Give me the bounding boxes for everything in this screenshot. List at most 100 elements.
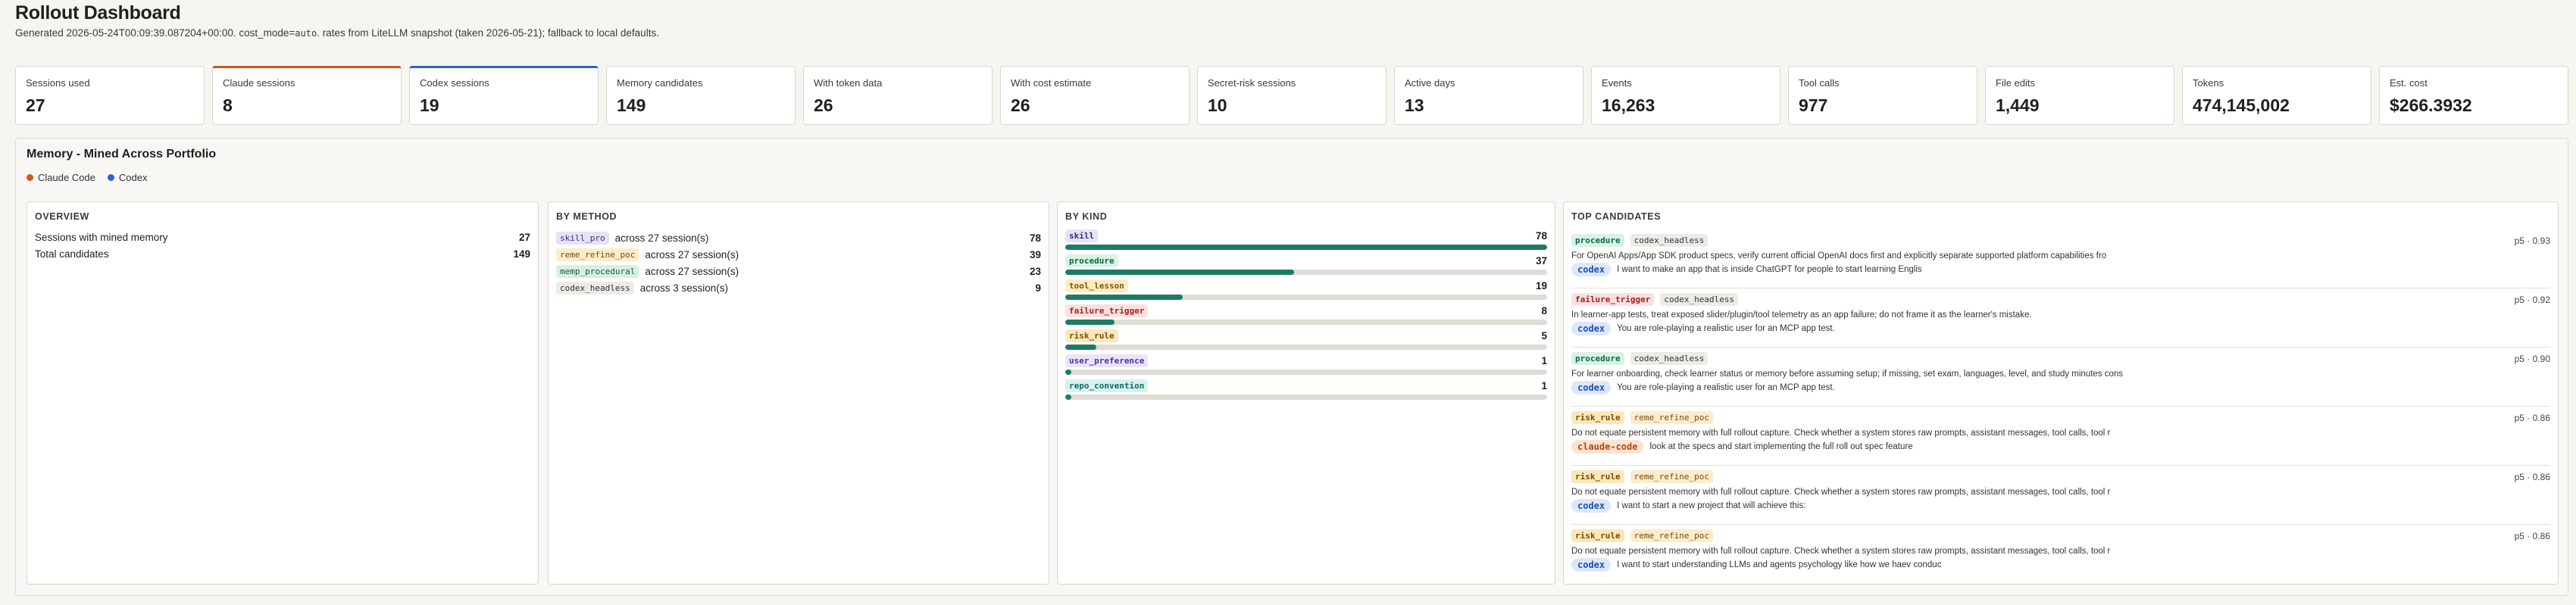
- kind-row: repo_convention 1: [1065, 379, 1547, 400]
- method-tag: reme_refine_poc: [556, 248, 639, 261]
- kpi-value: 16,263: [1602, 95, 1655, 115]
- kpi-card: File edits 1,449: [1985, 66, 2174, 125]
- candidate-tags: risk_rule reme_refine_poc: [1571, 411, 2550, 424]
- candidate-source-badge: codex: [1571, 263, 1612, 276]
- candidate-description: For OpenAI Apps/App SDK product specs, v…: [1571, 251, 2107, 260]
- by-kind-list: skill 78 procedure 37 tool_lesson 19 failure_t…: [1065, 229, 1547, 400]
- kpi-card: Codex sessions 19: [409, 66, 599, 125]
- kpi-value: 149: [617, 95, 646, 115]
- kind-row-head: tool_lesson 19: [1065, 279, 1547, 292]
- top-candidates-list: procedure codex_headless p5 · 0.93 For Open…: [1571, 229, 2550, 584]
- candidate-row[interactable]: failure_trigger codex_headless p5 · 0.92 In…: [1571, 288, 2550, 348]
- candidate-source-line: codex You are role-playing a realistic us…: [1571, 381, 2550, 394]
- method-row-left: reme_refine_poc across 27 session(s): [556, 248, 739, 261]
- method-row-left: codex_headless across 3 session(s): [556, 281, 729, 295]
- candidate-kind-tag: procedure: [1571, 234, 1624, 247]
- candidate-tags: procedure codex_headless: [1571, 352, 2550, 365]
- top-candidates-title: TOP CANDIDATES: [1571, 211, 1662, 222]
- memory-panel-title: Memory - Mined Across Portfolio: [27, 148, 217, 161]
- method-count: 78: [1029, 232, 1041, 244]
- kind-count: 1: [1541, 354, 1547, 366]
- candidate-description: Do not equate persistent memory with ful…: [1571, 547, 2111, 556]
- kpi-label: With cost estimate: [1011, 77, 1092, 89]
- kind-row-head: risk_rule 5: [1065, 329, 1547, 342]
- candidate-row[interactable]: procedure codex_headless p5 · 0.93 For Open…: [1571, 229, 2550, 288]
- method-tag: codex_headless: [556, 281, 634, 295]
- kpi-card: Est. cost $266.3932: [2379, 66, 2568, 125]
- candidate-row[interactable]: risk_rule reme_refine_poc p5 · 0.86 Do not …: [1571, 407, 2550, 466]
- legend-label: Codex: [118, 172, 148, 183]
- kind-row-head: failure_trigger 8: [1065, 304, 1547, 317]
- kpi-label: Active days: [1405, 77, 1455, 89]
- kpi-label: Memory candidates: [617, 77, 703, 89]
- candidate-prompt: I want to start understanding LLMs and a…: [1617, 560, 1942, 569]
- candidate-prompt: You are role-playing a realistic user fo…: [1617, 383, 1835, 392]
- source-legend: Claude Code Codex: [27, 172, 147, 183]
- candidate-prompt: look at the specs and start implementing…: [1649, 442, 1913, 451]
- candidate-score: p5 · 0.86: [2514, 472, 2550, 482]
- kpi-label: Sessions used: [26, 77, 90, 89]
- candidate-method-tag: reme_refine_poc: [1630, 529, 1713, 542]
- kpi-label: Secret-risk sessions: [1208, 77, 1296, 89]
- method-tag: skill_pro: [556, 231, 609, 245]
- kind-row-head: procedure 37: [1065, 254, 1547, 267]
- method-row: skill_pro across 27 session(s) 78: [556, 229, 1041, 246]
- kind-bar-fill: [1065, 295, 1183, 300]
- candidate-description: Do not equate persistent memory with ful…: [1571, 488, 2111, 497]
- candidate-description: For learner onboarding, check learner st…: [1571, 370, 2124, 379]
- candidate-score: p5 · 0.86: [2514, 413, 2550, 423]
- method-count: 23: [1029, 265, 1041, 277]
- candidate-score: p5 · 0.92: [2514, 295, 2550, 305]
- kpi-value: 10: [1208, 95, 1227, 115]
- candidate-prompt: I want to make an app that is inside Cha…: [1617, 265, 1922, 274]
- kpi-value: 1,449: [1996, 95, 2040, 115]
- kpi-card: Active days 13: [1394, 66, 1583, 125]
- candidate-row[interactable]: procedure codex_headless p5 · 0.90 For lear…: [1571, 348, 2550, 407]
- kpi-card: Events 16,263: [1591, 66, 1780, 125]
- method-sessions: across 3 session(s): [639, 282, 729, 294]
- candidate-kind-tag: failure_trigger: [1571, 293, 1655, 306]
- candidate-row[interactable]: risk_rule reme_refine_poc p5 · 0.86 Do not …: [1571, 525, 2550, 584]
- kind-bar-fill: [1065, 320, 1115, 325]
- candidate-method-tag: codex_headless: [1630, 234, 1708, 247]
- kpi-card: With token data 26: [803, 66, 993, 125]
- candidate-prompt: I want to start a new project that will …: [1617, 501, 1806, 510]
- subtitle-pre: Generated 2026-05-24T00:09:39.087204+00:…: [15, 27, 295, 39]
- legend-label: Claude Code: [38, 172, 95, 183]
- kpi-card: Tokens 474,145,002: [2182, 66, 2371, 125]
- candidate-description: Do not equate persistent memory with ful…: [1571, 429, 2111, 438]
- candidate-source-line: codex You are role-playing a realistic us…: [1571, 322, 2550, 335]
- kind-bar-track: [1065, 295, 1547, 300]
- kind-bar-fill: [1065, 394, 1072, 400]
- page-title: Rollout Dashboard: [15, 2, 181, 23]
- kind-bar-fill: [1065, 370, 1072, 375]
- kpi-label: Claude sessions: [223, 77, 295, 89]
- kpi-value: 19: [420, 95, 439, 115]
- candidate-row[interactable]: risk_rule reme_refine_poc p5 · 0.86 Do not …: [1571, 466, 2550, 525]
- subtitle-post: . rates from LiteLLM snapshot (taken 202…: [317, 27, 659, 39]
- kind-bar-track: [1065, 320, 1547, 325]
- kind-count: 5: [1541, 329, 1547, 341]
- overview-value: 27: [518, 232, 530, 243]
- by-kind-title: BY KIND: [1065, 211, 1108, 222]
- kpi-value: 27: [26, 95, 45, 115]
- kpi-card: Memory candidates 149: [606, 66, 796, 125]
- header: Rollout Dashboard Generated 2026-05-24T0…: [15, 0, 659, 39]
- kind-row-head: user_preference 1: [1065, 354, 1547, 367]
- method-row: codex_headless across 3 session(s) 9: [556, 279, 1041, 296]
- candidate-description: In learner-app tests, treat exposed slid…: [1571, 310, 2032, 320]
- candidate-source-line: codex I want to start a new project that …: [1571, 499, 2550, 513]
- candidate-source-badge: claude-code: [1571, 440, 1644, 454]
- kind-tag: skill: [1065, 229, 1099, 242]
- kind-count: 78: [1535, 229, 1547, 242]
- candidate-method-tag: reme_refine_poc: [1630, 470, 1713, 483]
- kind-row-head: repo_convention 1: [1065, 379, 1547, 392]
- kind-bar-track: [1065, 245, 1547, 250]
- overview-value: 149: [513, 248, 530, 260]
- method-row: memp_procedural across 27 session(s) 23: [556, 263, 1041, 279]
- kpi-value: $266.3932: [2390, 95, 2472, 115]
- kind-row: skill 78: [1065, 229, 1547, 250]
- candidate-tags: risk_rule reme_refine_poc: [1571, 529, 2550, 542]
- kpi-value: 13: [1405, 95, 1424, 115]
